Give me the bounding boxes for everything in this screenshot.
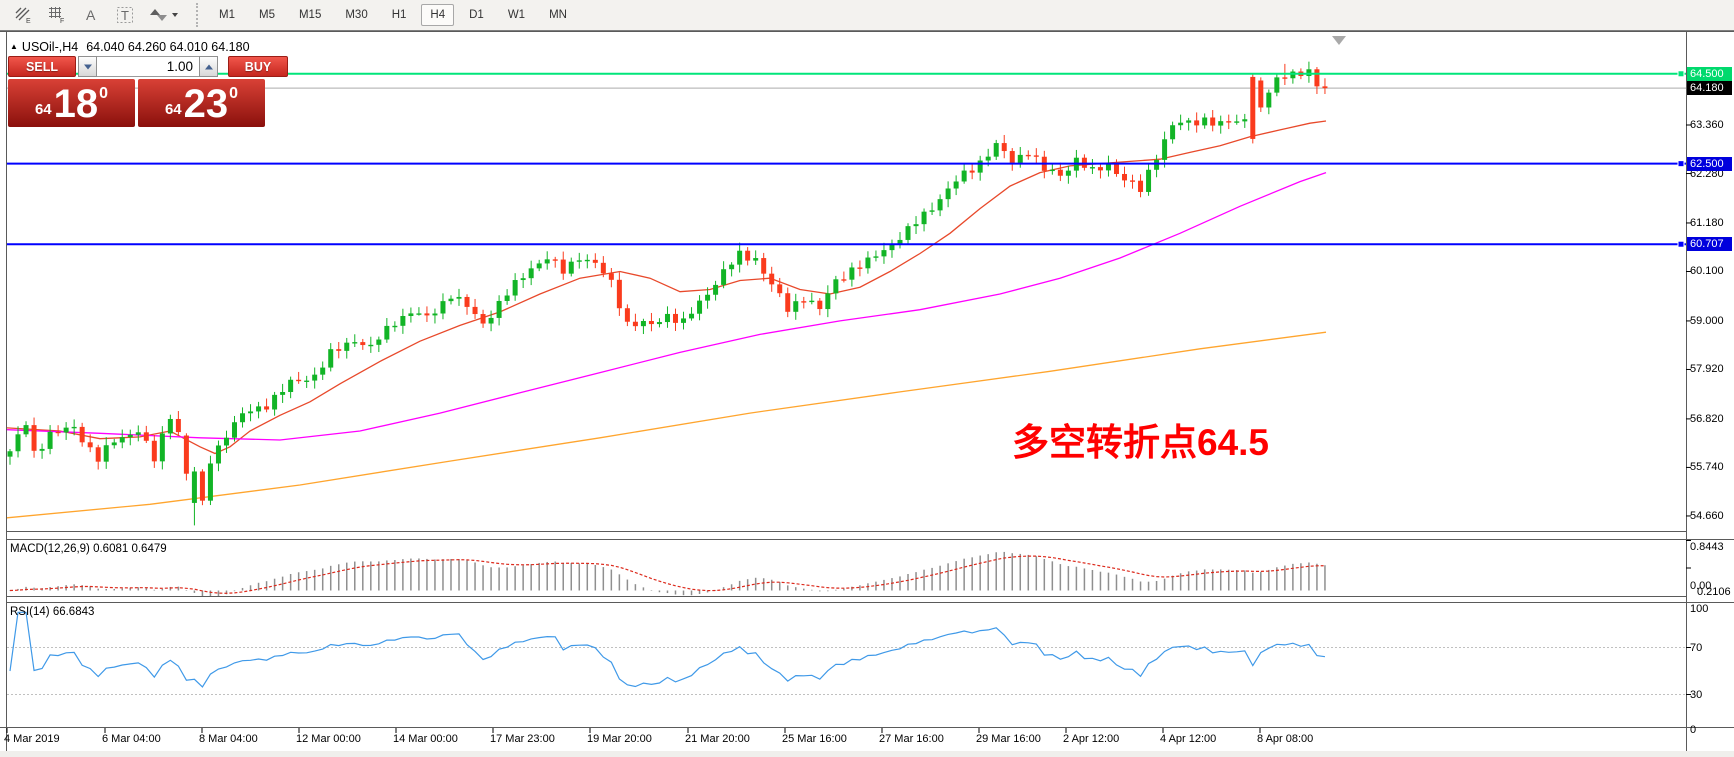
ohlc-values: 64.040 64.260 64.010 64.180 [86, 40, 250, 54]
rsi-indicator-label: RSI(14) 66.6843 [10, 606, 95, 618]
timeframe-button-d1[interactable]: D1 [460, 4, 493, 26]
macd-axis-max-label: 0.8443 [1690, 541, 1724, 553]
rsi-axis-label: 70 [1690, 641, 1703, 654]
sell-price-prefix: 64 [34, 101, 52, 118]
date-axis-label: 25 Mar 16:00 [782, 733, 847, 745]
timeframe-button-mn[interactable]: MN [540, 4, 576, 26]
sell-price-sup: 0 [99, 85, 109, 102]
text-label-icon[interactable]: T [112, 3, 138, 27]
one-click-trading-panel: SELL 1.00 BUY 64 18 0 64 23 0 [8, 56, 290, 127]
date-axis-label: 8 Apr 08:00 [1257, 733, 1314, 745]
price-axis-label: 60.100 [1690, 265, 1724, 278]
macd-axis-min-label: 0.2106 [1697, 586, 1731, 598]
date-axis-label: 2 Apr 12:00 [1063, 733, 1120, 745]
collapse-panel-icon[interactable]: ▲ [10, 42, 18, 51]
grid-icon[interactable]: F [44, 3, 70, 27]
timeframe-button-h1[interactable]: H1 [383, 4, 416, 26]
rsi-line [9, 611, 1326, 688]
date-axis-label: 27 Mar 16:00 [879, 733, 944, 745]
chart-annotation-text[interactable]: 多空转折点64.5 [1012, 422, 1270, 463]
chevron-up-icon [204, 64, 213, 69]
date-axis-label: 21 Mar 20:00 [685, 733, 750, 745]
date-axis-label: 4 Mar 2019 [4, 733, 60, 745]
buy-price-display[interactable]: 64 23 0 [138, 79, 265, 127]
date-axis-label: 19 Mar 20:00 [587, 733, 652, 745]
sell-price-display[interactable]: 64 18 0 [8, 79, 135, 127]
macd-axis-zero-label: 0.00 [1690, 580, 1712, 592]
timeframe-button-w1[interactable]: W1 [499, 4, 534, 26]
svg-text:E: E [26, 18, 31, 25]
candles [7, 61, 1328, 526]
timeframe-button-m1[interactable]: M1 [210, 4, 244, 26]
price-line-label[interactable]: 60.707 [1687, 237, 1732, 252]
timeframe-button-h4[interactable]: H4 [421, 4, 455, 26]
symbol-period-label: USOil-,H4 [21, 40, 79, 54]
ma-fast-line[interactable] [7, 120, 1327, 455]
buy-button[interactable]: BUY [228, 56, 288, 77]
date-axis-label: 8 Mar 04:00 [199, 733, 258, 745]
ma-slow-line[interactable] [7, 331, 1327, 519]
rsi-axis-label: 0 [1690, 724, 1697, 736]
svg-text:T: T [121, 8, 129, 23]
date-axis-label: 4 Apr 12:00 [1160, 733, 1217, 745]
volume-input[interactable]: 1.00 [97, 56, 199, 77]
price-axis-label: 55.740 [1690, 461, 1724, 474]
price-axis-label: 57.920 [1690, 363, 1724, 376]
toolbar: E F A T [0, 0, 1734, 31]
sell-price-big: 18 [53, 82, 99, 126]
volume-decrease-button[interactable] [78, 56, 97, 77]
chart-shift-marker-icon[interactable] [1332, 36, 1346, 45]
sell-button[interactable]: SELL [8, 56, 76, 77]
main-price-pane[interactable] [7, 61, 1686, 526]
rsi-axis-label: 30 [1690, 688, 1703, 701]
rsi-axis-label: 100 [1690, 603, 1709, 615]
buy-price-prefix: 64 [164, 101, 182, 118]
svg-text:A: A [86, 7, 96, 23]
timeframe-button-m15[interactable]: M15 [290, 4, 330, 26]
date-axis-label: 12 Mar 00:00 [296, 733, 361, 745]
price-axis-label: 63.360 [1690, 119, 1724, 131]
macd-signal-line [9, 555, 1325, 594]
chart-symbol-header: ▲ USOil-,H4 64.040 64.260 64.010 64.180 [10, 40, 250, 54]
buy-price-big: 23 [183, 82, 229, 126]
timeframe-button-m30[interactable]: M30 [336, 4, 376, 26]
date-axis-label: 14 Mar 00:00 [393, 733, 458, 745]
date-axis-label: 17 Mar 23:00 [490, 733, 555, 745]
price-axis-label: 54.660 [1690, 509, 1724, 522]
macd-pane[interactable] [9, 551, 1326, 598]
chart-canvas[interactable] [0, 31, 1734, 757]
new-order-icon[interactable]: E [10, 3, 36, 27]
toolbar-separator [196, 3, 198, 27]
price-line-label[interactable]: 64.500 [1687, 66, 1732, 81]
date-axis-label: 6 Mar 04:00 [102, 733, 161, 745]
macd-indicator-label: MACD(12,26,9) 0.6081 0.6479 [10, 543, 167, 555]
timeframe-button-m5[interactable]: M5 [250, 4, 284, 26]
timeframe-bar: M1 M5 M15 M30 H1 H4 D1 W1 MN [210, 4, 576, 26]
price-axis-label: 61.180 [1690, 216, 1724, 229]
ma-mid-line[interactable] [7, 171, 1327, 441]
date-axis-label: 29 Mar 16:00 [976, 733, 1041, 745]
volume-increase-button[interactable] [199, 56, 218, 77]
objects-list-icon[interactable] [146, 3, 182, 27]
current-price-label: 64.180 [1687, 81, 1732, 96]
chart-window[interactable]: ▲ USOil-,H4 64.040 64.260 64.010 64.180 SE… [0, 31, 1734, 757]
rsi-pane[interactable] [7, 611, 1686, 695]
window-bottom-edge [0, 751, 1734, 757]
font-icon[interactable]: A [78, 3, 104, 27]
price-axis-label: 59.000 [1690, 314, 1724, 327]
price-axis-label: 56.820 [1690, 412, 1724, 425]
svg-text:F: F [60, 18, 64, 25]
chevron-down-icon [83, 64, 92, 69]
buy-price-sup: 0 [229, 85, 239, 102]
price-line-label[interactable]: 62.500 [1687, 156, 1732, 171]
